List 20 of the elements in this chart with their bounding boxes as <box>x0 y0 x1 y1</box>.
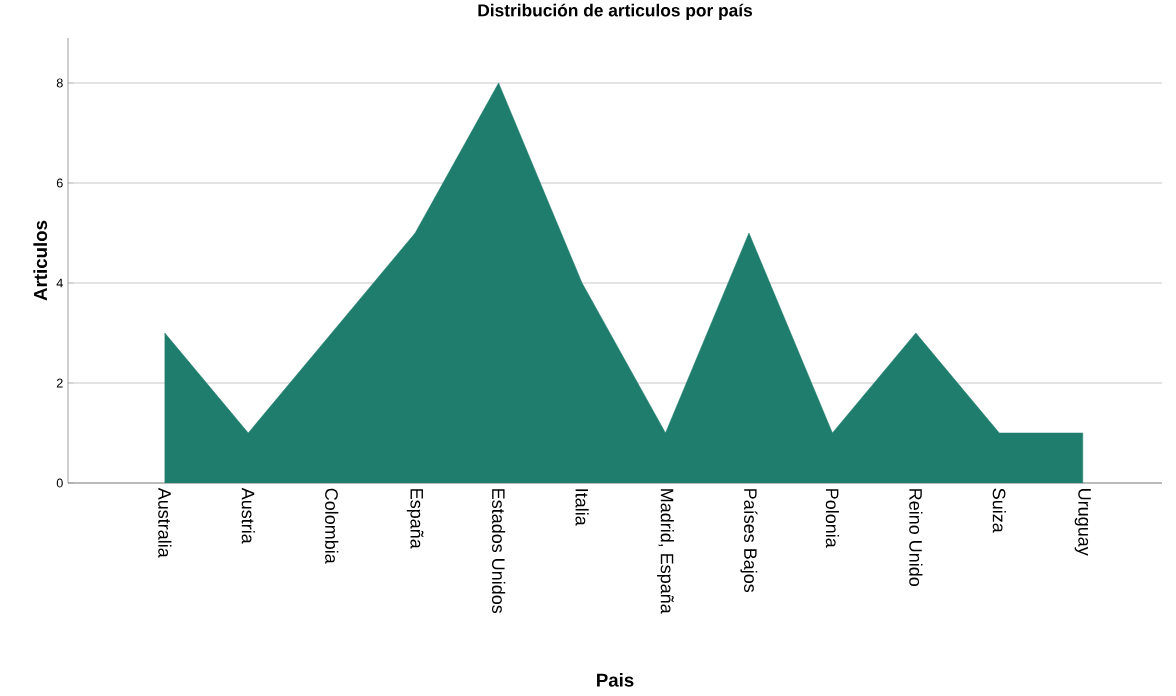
x-tick-label: Austria <box>241 487 255 544</box>
x-tick-label: Polonia <box>825 489 840 548</box>
x-tick-label: Uruguay <box>1074 489 1091 556</box>
x-tick-label: Italia <box>575 489 589 526</box>
x-tick-label: Colombia <box>325 488 339 564</box>
y-tick-label: 2 <box>56 378 63 388</box>
x-tick-label: Madrid, España <box>657 489 674 614</box>
y-tick-label: 0 <box>56 478 63 488</box>
x-tick-label: Estados Unidos <box>492 489 506 614</box>
y-axis-title: Articulos <box>33 220 48 301</box>
y-tick-label: 8 <box>56 78 63 88</box>
x-axis-title: Pais <box>597 673 634 687</box>
x-tick-label: España <box>406 489 424 549</box>
x-tick-label: Países Bajos <box>740 489 758 593</box>
y-tick-label: 6 <box>56 178 63 188</box>
chart-title: Distribución de articulos por país <box>478 3 753 20</box>
x-tick-label: Reino Unido <box>909 489 923 586</box>
x-tick-label: Suiza <box>992 488 1006 533</box>
y-tick-label: 4 <box>56 278 63 288</box>
x-tick-label: Australia <box>158 487 172 558</box>
